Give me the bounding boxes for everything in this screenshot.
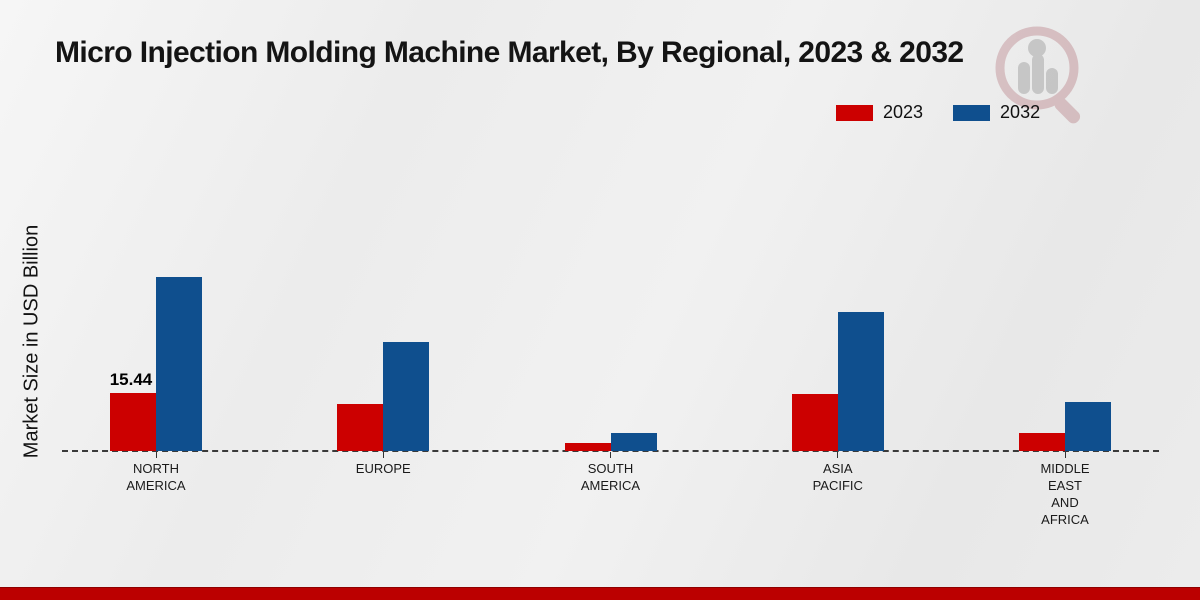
legend-swatch-2023 [836,104,873,121]
bar-2023-middle-east-and-africa [1019,433,1065,451]
x-axis-baseline [62,450,1159,452]
bar-2032-south-america [610,433,657,451]
chart-title: Micro Injection Molding Machine Market, … [55,36,964,69]
legend-label-2023: 2023 [883,102,924,122]
bar-2032-middle-east-and-africa [1065,402,1111,451]
x-axis-tick-south-america [610,452,611,458]
legend-item-2032: 2032 [953,102,1040,123]
bar-2023-asia-pacific [791,394,838,451]
legend-swatch-2032 [953,104,991,121]
bar-2023-south-america [564,443,611,451]
bar-2032-north-america [156,277,202,451]
x-axis-category-label-south-america: SOUTH AMERICA [580,461,641,493]
footer-accent-bar [0,587,1200,600]
legend-label-2032: 2032 [1000,102,1041,122]
x-axis-tick-middle-east-and-africa [1064,452,1066,458]
x-axis-category-label-north-america: NORTH AMERICA [126,461,186,493]
bar-2023-north-america [110,393,156,451]
x-axis-category-label-europe: EUROPE [355,461,411,476]
bar-2032-europe [383,342,430,451]
x-axis-category-label-middle-east-and-africa: MIDDLE EAST AND AFRICA [1040,461,1090,527]
legend: 2023 2032 [836,102,1040,123]
magnifier-bar-chart-logo-icon [985,18,1105,143]
x-axis-tick-asia-pacific [837,452,839,458]
legend-item-2023: 2023 [836,102,923,123]
bar-value-label-north-america-2023: 15.44 [109,370,153,389]
bar-2023-europe [337,404,384,451]
bar-2032-asia-pacific [837,312,884,451]
x-axis-tick-europe [382,452,384,458]
x-axis-category-label-asia-pacific: ASIA PACIFIC [812,461,863,493]
x-axis-tick-north-america [155,452,157,458]
